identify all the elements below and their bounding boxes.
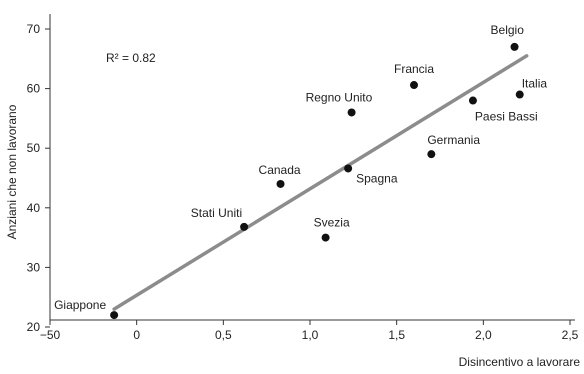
point-label: Belgio xyxy=(491,23,525,37)
x-axis-title: Disincentivo a lavorare xyxy=(459,355,581,369)
point-label: Italia xyxy=(522,77,548,91)
point-label: Paesi Bassi xyxy=(475,110,538,124)
x-tick-label: 2,0 xyxy=(475,328,492,342)
y-axis-title: Anziani che non lavorano xyxy=(5,104,19,239)
trendline-group xyxy=(112,54,529,311)
data-point xyxy=(110,311,119,320)
data-point xyxy=(240,222,249,231)
data-point xyxy=(427,150,436,159)
point-label: Spagna xyxy=(356,171,398,185)
point-label: Stati Uniti xyxy=(191,206,242,220)
data-point xyxy=(468,96,477,105)
data-point xyxy=(515,90,524,99)
y-tick-label: 40 xyxy=(27,201,41,215)
data-point xyxy=(347,108,356,117)
x-tick-label: 0 xyxy=(133,328,140,342)
y-tick-label: 70 xyxy=(27,22,41,36)
y-tick-label: 50 xyxy=(27,141,41,155)
point-label: Francia xyxy=(394,62,434,76)
y-tick-label: 60 xyxy=(27,82,41,96)
tick-group: −50 0 0,5 1,0 1,5 2,0 2,5 20 30 40 50 60 70 xyxy=(27,22,579,342)
x-tick-label: 2,5 xyxy=(562,328,579,342)
x-tick-label: 1,0 xyxy=(302,328,319,342)
data-point xyxy=(321,233,330,242)
point-label: Svezia xyxy=(314,216,350,230)
data-point xyxy=(276,179,285,188)
point-label: Germania xyxy=(427,133,480,147)
r-squared-annotation: R² = 0.82 xyxy=(106,51,156,65)
point-label: Giappone xyxy=(54,298,106,312)
y-tick-label: 20 xyxy=(27,320,41,334)
point-label: Canada xyxy=(259,163,301,177)
trendline xyxy=(112,54,529,311)
data-point xyxy=(344,164,353,173)
x-tick-label: 0,5 xyxy=(215,328,232,342)
y-tick-label: 30 xyxy=(27,260,41,274)
data-point xyxy=(510,42,519,51)
x-tick-label: 1,5 xyxy=(388,328,405,342)
point-label: Regno Unito xyxy=(306,90,373,104)
points-group: Giappone Stati Uniti Canada Svezia Spagna Reg… xyxy=(54,23,548,320)
data-point xyxy=(410,81,418,90)
x-tick-label: −50 xyxy=(40,328,61,342)
